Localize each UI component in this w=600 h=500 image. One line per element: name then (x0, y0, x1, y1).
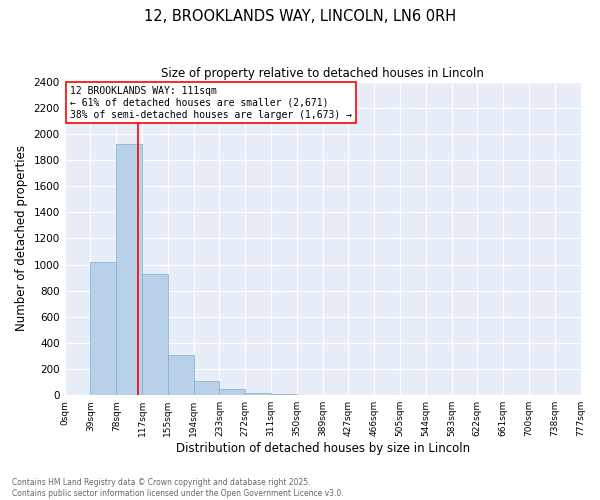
Title: Size of property relative to detached houses in Lincoln: Size of property relative to detached ho… (161, 68, 484, 80)
Text: 12 BROOKLANDS WAY: 111sqm
← 61% of detached houses are smaller (2,671)
38% of se: 12 BROOKLANDS WAY: 111sqm ← 61% of detac… (70, 86, 352, 120)
Bar (220, 388, 245, 395)
Bar (271, 394, 297, 395)
Bar (194, 381, 220, 395)
Bar (245, 392, 271, 395)
Bar (116, 144, 142, 395)
Bar (168, 354, 194, 395)
Bar (297, 394, 323, 395)
X-axis label: Distribution of detached houses by size in Lincoln: Distribution of detached houses by size … (176, 442, 470, 455)
Text: 12, BROOKLANDS WAY, LINCOLN, LN6 0RH: 12, BROOKLANDS WAY, LINCOLN, LN6 0RH (144, 9, 456, 24)
Text: Contains HM Land Registry data © Crown copyright and database right 2025.
Contai: Contains HM Land Registry data © Crown c… (12, 478, 344, 498)
Bar (91, 262, 116, 395)
Bar (142, 274, 168, 395)
Y-axis label: Number of detached properties: Number of detached properties (15, 146, 28, 332)
